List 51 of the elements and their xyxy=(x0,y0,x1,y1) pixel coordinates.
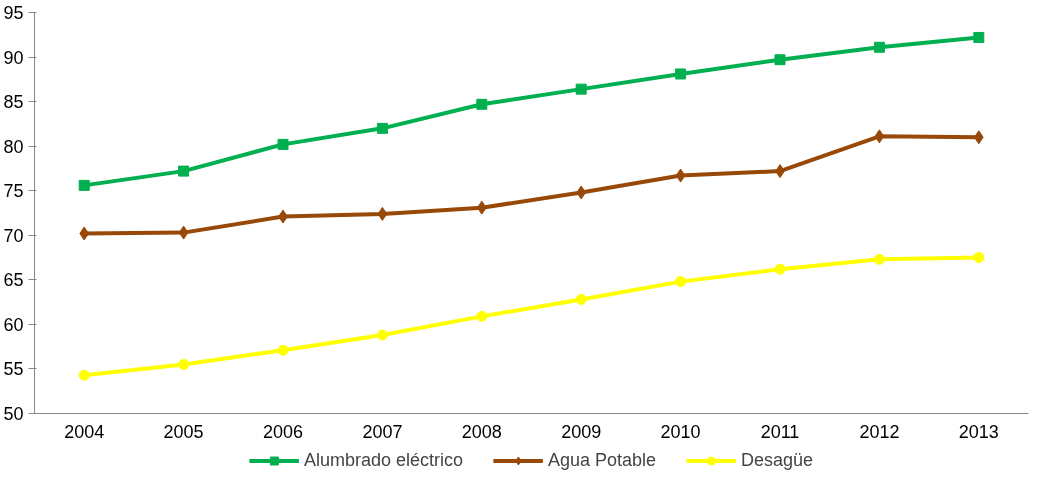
y-tick-label: 60 xyxy=(3,314,24,335)
point xyxy=(576,185,587,200)
x-tick-label: 2009 xyxy=(561,421,602,442)
point xyxy=(873,253,885,265)
point xyxy=(178,359,190,370)
y-tick-label: 90 xyxy=(3,47,24,68)
legend-label: Agua Potable xyxy=(547,449,657,471)
legend-label: Alumbrado eléctrico xyxy=(303,449,463,471)
x-tick-label: 2007 xyxy=(362,421,403,442)
point xyxy=(78,369,90,381)
x-tick-label: 2012 xyxy=(859,421,900,442)
point xyxy=(575,83,587,95)
x-tick-label: 2006 xyxy=(262,421,304,442)
point xyxy=(476,98,488,110)
point xyxy=(675,168,686,183)
point xyxy=(78,179,90,191)
point xyxy=(973,31,985,43)
y-tick-label: 80 xyxy=(3,136,24,157)
point xyxy=(973,252,985,264)
point xyxy=(376,122,388,134)
point xyxy=(575,293,587,305)
legend-label: Desagüe xyxy=(741,449,814,471)
y-tick-label: 70 xyxy=(3,225,24,246)
point xyxy=(476,310,488,322)
point xyxy=(178,165,190,177)
x-tick-label: 2005 xyxy=(163,421,204,442)
y-tick-label: 75 xyxy=(3,181,24,202)
x-tick-label: 2008 xyxy=(461,421,502,442)
x-tick-label: 2013 xyxy=(958,421,999,442)
point xyxy=(973,130,984,145)
x-tick-label: 2011 xyxy=(760,421,800,442)
point xyxy=(675,68,687,80)
point xyxy=(774,54,786,66)
point xyxy=(873,41,885,53)
point xyxy=(277,344,289,356)
y-tick-label: 55 xyxy=(3,359,24,380)
y-tick-label: 50 xyxy=(3,404,24,424)
point xyxy=(376,329,388,341)
point xyxy=(476,200,487,215)
point xyxy=(675,276,687,288)
point xyxy=(377,206,388,221)
x-tick-label: 2010 xyxy=(660,421,701,442)
y-tick-label: 85 xyxy=(3,92,24,113)
x-tick-label: 2004 xyxy=(64,421,105,442)
y-tick-label: 65 xyxy=(3,270,24,291)
y-tick-label: 95 xyxy=(3,3,24,23)
point xyxy=(79,226,90,241)
point xyxy=(874,129,885,144)
point xyxy=(178,225,189,240)
point xyxy=(277,138,289,150)
point xyxy=(774,263,786,275)
